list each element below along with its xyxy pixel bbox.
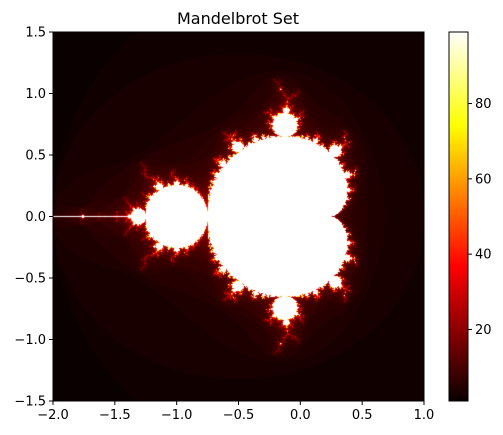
y-tick-label: −1.0 xyxy=(14,333,46,348)
colorbar-tick-label: 20 xyxy=(475,323,492,338)
x-tick-label: −1.5 xyxy=(99,408,131,423)
x-tick-label: 0.5 xyxy=(352,408,373,423)
x-tick-label: −1.0 xyxy=(161,408,193,423)
y-tick-label: 0.0 xyxy=(25,210,46,225)
colorbar-tick-label: 60 xyxy=(475,172,492,187)
y-axis: 1.5 1.0 0.5 0.0 −0.5 −1.0 −1.5 xyxy=(14,26,53,410)
y-tick-label: −0.5 xyxy=(14,272,46,287)
colorbar-ticks: 20 40 60 80 xyxy=(468,97,492,338)
plot-area xyxy=(52,31,425,402)
colorbar-frame xyxy=(448,31,469,402)
x-tick-label: 1.0 xyxy=(414,408,435,423)
y-tick-label: −1.5 xyxy=(14,395,46,410)
x-axis: −2.0 −1.5 −1.0 −0.5 0.0 0.5 1.0 xyxy=(37,401,434,423)
y-tick-label: 1.0 xyxy=(25,87,46,102)
chart-title: Mandelbrot Set xyxy=(177,9,299,28)
colorbar-tick-label: 40 xyxy=(475,248,492,263)
y-tick-label: 0.5 xyxy=(25,149,46,164)
x-tick-label: −2.0 xyxy=(37,408,69,423)
x-tick-label: −0.5 xyxy=(223,408,255,423)
x-tick-label: 0.0 xyxy=(290,408,311,423)
mandelbrot-heatmap xyxy=(53,32,424,401)
colorbar-gradient xyxy=(449,32,468,401)
colorbar: 20 40 60 80 xyxy=(448,31,492,402)
y-tick-label: 1.5 xyxy=(25,26,46,41)
colorbar-tick-label: 80 xyxy=(475,97,492,112)
